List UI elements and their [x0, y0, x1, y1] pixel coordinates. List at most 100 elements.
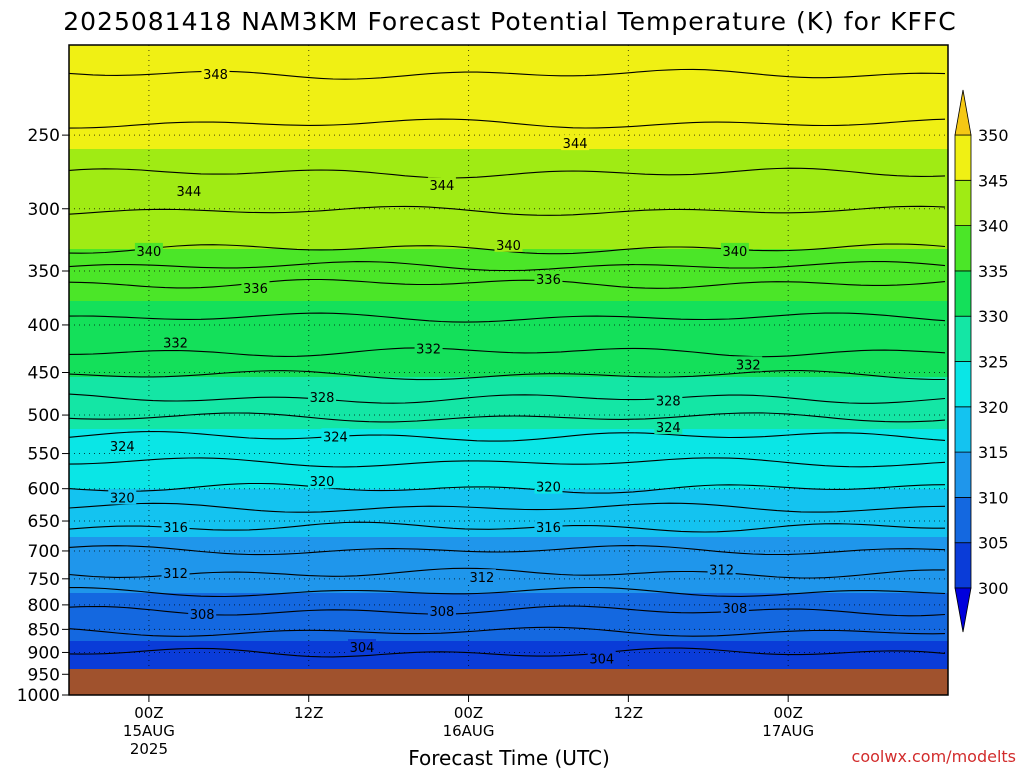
isentrope-line — [68, 502, 946, 513]
temperature-band — [69, 137, 948, 141]
isentrope-label-bg — [348, 639, 376, 655]
temperature-band — [69, 289, 948, 293]
temperature-band — [69, 661, 948, 665]
temperature-band — [69, 301, 948, 305]
temperature-band — [69, 317, 948, 321]
isentrope-label-bg — [654, 418, 683, 434]
isentrope-line-320 — [68, 482, 946, 494]
isentrope-label-bg — [534, 478, 563, 494]
temperature-band — [69, 65, 948, 69]
temperature-band — [69, 445, 948, 449]
temperature-band — [69, 493, 948, 497]
temperature-band — [69, 397, 948, 401]
temperature-band — [69, 553, 948, 557]
isentrope-label: 340 — [722, 245, 747, 260]
isentrope-line-344 — [68, 167, 946, 179]
isentrope-label: 344 — [176, 185, 201, 200]
temperature-band — [69, 357, 948, 361]
temperature-band — [69, 525, 948, 529]
temperature-band — [69, 597, 948, 601]
temperature-band — [69, 561, 948, 565]
colorbar-tick-label: 340 — [978, 217, 1009, 236]
temperature-band — [69, 501, 948, 505]
temperature-band — [69, 641, 948, 645]
temperature-band — [69, 189, 948, 193]
isentrope-label-bg — [534, 271, 563, 287]
chart-title: 2025081418 NAM3KM Forecast Potential Tem… — [63, 7, 956, 36]
isentrope-label-bg — [308, 473, 337, 489]
temperature-band — [69, 85, 948, 89]
isentrope-label: 304 — [350, 641, 375, 656]
ground-area — [69, 669, 948, 695]
temperature-band — [69, 637, 948, 641]
temperature-band — [69, 557, 948, 561]
isentrope-label: 304 — [589, 653, 614, 668]
isentrope-label: 312 — [469, 571, 494, 586]
isentrope-label: 320 — [110, 491, 135, 506]
isentrope-label-bg — [174, 182, 203, 198]
isentrope-label: 336 — [536, 273, 561, 288]
temperature-band — [69, 321, 948, 325]
isentrope-label-bg — [201, 66, 230, 82]
isentrope-label-bg — [321, 428, 350, 444]
temperature-band — [69, 77, 948, 81]
temperature-band — [69, 253, 948, 257]
temperature-band — [69, 113, 948, 117]
temperature-band — [69, 589, 948, 593]
isentrope-line — [69, 586, 946, 598]
isentrope-label-bg — [414, 340, 443, 356]
temperature-band — [69, 389, 948, 393]
isentrope-label: 348 — [203, 68, 228, 83]
isentrope-label-bg — [161, 519, 190, 535]
isentrope-label-bg — [108, 489, 137, 505]
temperature-band — [69, 73, 948, 77]
isentrope-label: 344 — [563, 137, 588, 152]
colorbar-tick-label: 320 — [978, 398, 1009, 417]
temperature-band — [69, 229, 948, 233]
colorbar-bin — [954, 270, 972, 317]
isentrope-label: 320 — [536, 481, 561, 496]
temperature-band — [69, 49, 948, 53]
temperature-band — [69, 193, 948, 197]
temperature-band — [69, 225, 948, 229]
isentrope-label-bg — [720, 599, 749, 615]
time-tick-date: 16AUG — [443, 722, 495, 740]
pressure-axis: 250 300 350 400 450 500 550 600 650 700 750 800 850 9… — [17, 126, 69, 706]
temperature-band — [69, 545, 948, 549]
colorbar-tick-label: 315 — [978, 443, 1009, 462]
isentrope-line — [68, 312, 946, 323]
plot-area: 348 344 344 344 340 340 340 336 336 332 332 332 328 3… — [68, 44, 949, 696]
temperature-band — [69, 581, 948, 585]
temperature-band — [69, 585, 948, 589]
temperature-band — [69, 345, 948, 349]
temperature-band — [69, 117, 948, 121]
temperature-band — [69, 633, 948, 637]
isentrope-label: 332 — [416, 342, 441, 357]
temperature-band — [69, 645, 948, 649]
temperature-band — [69, 233, 948, 237]
isentrope-line — [68, 626, 946, 637]
temperature-band — [69, 149, 948, 153]
temperature-band — [69, 209, 948, 213]
temperature-band — [69, 45, 948, 49]
isentrope-label: 340 — [136, 245, 161, 260]
temperature-band — [69, 529, 948, 533]
temperature-band — [69, 161, 948, 165]
time-tick-label: 00Z — [773, 704, 802, 722]
isentrope-label: 344 — [429, 179, 454, 194]
isentrope-label: 328 — [656, 394, 681, 409]
isentrope-label-bg — [427, 602, 456, 618]
temperature-band — [69, 185, 948, 189]
credit-text[interactable]: coolwx.com/modelts — [852, 747, 1016, 766]
colorbar-tick-label: 305 — [978, 534, 1009, 553]
temperature-band — [69, 465, 948, 469]
temperature-band — [69, 349, 948, 353]
temperature-band — [69, 381, 948, 385]
temperature-band — [69, 441, 948, 445]
temperature-band — [69, 337, 948, 341]
temperature-band — [69, 513, 948, 517]
temperature-band — [69, 177, 948, 181]
time-tick-label: 12Z — [294, 704, 323, 722]
temperature-band — [69, 565, 948, 569]
